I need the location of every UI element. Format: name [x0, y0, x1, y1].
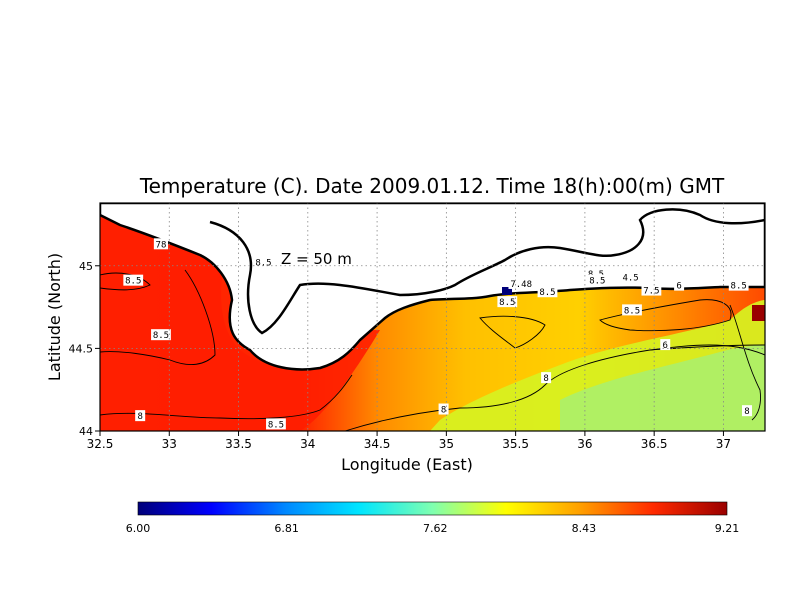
svg-text:78: 78: [156, 240, 167, 250]
depth-annotation: Z = 50 m: [281, 250, 352, 268]
x-tick-label: 34: [300, 437, 315, 451]
colorbar-tick-label: 8.43: [572, 522, 597, 535]
svg-text:6: 6: [663, 341, 668, 351]
contour-label: 7.5: [641, 284, 662, 297]
plot-frame: [99, 202, 766, 432]
azov-coastline: [209, 208, 765, 335]
colorbar: [137, 501, 728, 516]
contour-label: 8.5: [266, 418, 286, 430]
svg-text:8.5: 8.5: [731, 282, 747, 292]
warm-coastal-band: [100, 203, 380, 431]
coast-mark: [752, 305, 765, 321]
x-tick-label: 36: [577, 437, 592, 451]
svg-text:8.5: 8.5: [624, 306, 640, 316]
contour-label: 7.48: [508, 277, 534, 290]
y-axis-label: Latitude (North): [45, 253, 64, 381]
x-tick-label: 34.5: [364, 437, 391, 451]
contour-line: [729, 304, 761, 421]
colorbar-ticks: 6.00 6.81 7.62 8.43 9.21: [126, 522, 740, 535]
x-tick-label: 36.5: [641, 437, 668, 451]
svg-text:8.5: 8.5: [589, 277, 605, 287]
svg-text:8.5: 8.5: [539, 288, 555, 298]
svg-text:8.5: 8.5: [153, 331, 169, 341]
svg-text:8.5: 8.5: [255, 258, 271, 268]
land-crimea: [100, 203, 765, 371]
cool-shelf-core: [560, 345, 765, 431]
contour-label: 8: [541, 372, 552, 384]
x-tick-label: 33: [162, 437, 177, 451]
colorbar-tick-label: 9.21: [715, 522, 740, 535]
svg-text:8: 8: [744, 407, 749, 417]
contour-line: [100, 269, 216, 366]
x-axis-label: Longitude (East): [341, 455, 473, 474]
contour-label: 6: [660, 339, 671, 351]
contour-labels: 8.5 8.5 8.5 78 8 8.5 8 7.48 8.5 8.5 8.5 8.5 4.5 7.5 6 8…: [123, 238, 752, 430]
y-tick-label: 44.5: [69, 342, 94, 355]
svg-text:8.5: 8.5: [268, 420, 284, 430]
contour-label: 78: [153, 238, 169, 250]
contour-label: 6: [674, 279, 685, 292]
contour-line: [100, 272, 151, 291]
y-axis-ticks: 44 44.5 45: [69, 260, 100, 438]
colorbar-tick-label: 6.00: [126, 522, 151, 535]
colorbar-tick-label: 6.81: [274, 522, 299, 535]
contour-label: 8: [438, 403, 449, 416]
svg-text:8: 8: [137, 412, 142, 422]
contour-line: [344, 344, 765, 431]
x-tick-label: 32.5: [87, 437, 114, 451]
y-tick-label: 44: [79, 425, 93, 438]
contour-label: 8: [135, 410, 146, 422]
svg-text:8.5: 8.5: [499, 298, 515, 308]
x-tick-label: 35: [439, 437, 454, 451]
contour-line: [649, 344, 765, 351]
x-tick-label: 33.5: [225, 437, 252, 451]
contour-label: 8.5: [587, 274, 608, 287]
coast-mark: [502, 287, 512, 295]
svg-text:8: 8: [441, 406, 446, 416]
svg-text:4.5: 4.5: [622, 273, 638, 283]
svg-text:8: 8: [543, 374, 548, 384]
chart-title: Temperature (C). Date 2009.01.12. Time 1…: [139, 174, 725, 198]
svg-text:7.5: 7.5: [643, 287, 659, 297]
contour-line: [100, 374, 353, 420]
contour-label: 8.5: [151, 329, 171, 341]
svg-text:6: 6: [676, 282, 681, 292]
x-axis-ticks: 32.5 33 33.5 34 34.5 35 35.5 36 36.5 37: [87, 431, 731, 451]
contour-label: 8.5: [253, 256, 274, 268]
contour-line: [479, 315, 546, 349]
contour-label: 8: [741, 405, 752, 417]
contour-label: 8.5: [537, 286, 558, 298]
x-tick-label: 35.5: [502, 437, 529, 451]
contour-label: 4.5: [620, 271, 641, 283]
svg-text:7.48: 7.48: [510, 280, 532, 290]
colorbar-tick-label: 7.62: [423, 522, 448, 535]
contour-label: 8.5: [728, 279, 749, 292]
plot-area: 8.5 8.5 8.5 78 8 8.5 8 7.48 8.5 8.5 8.5 8.5 4.5 7.5 6 8…: [100, 203, 765, 431]
contour-label: 8.5: [497, 296, 518, 308]
y-tick-label: 45: [79, 260, 93, 273]
contour-label: 8.5: [622, 304, 642, 316]
x-tick-label: 37: [716, 437, 731, 451]
svg-text:8.5: 8.5: [125, 277, 141, 287]
contour-line: [599, 299, 732, 332]
contour-label: 8.5: [123, 274, 144, 287]
